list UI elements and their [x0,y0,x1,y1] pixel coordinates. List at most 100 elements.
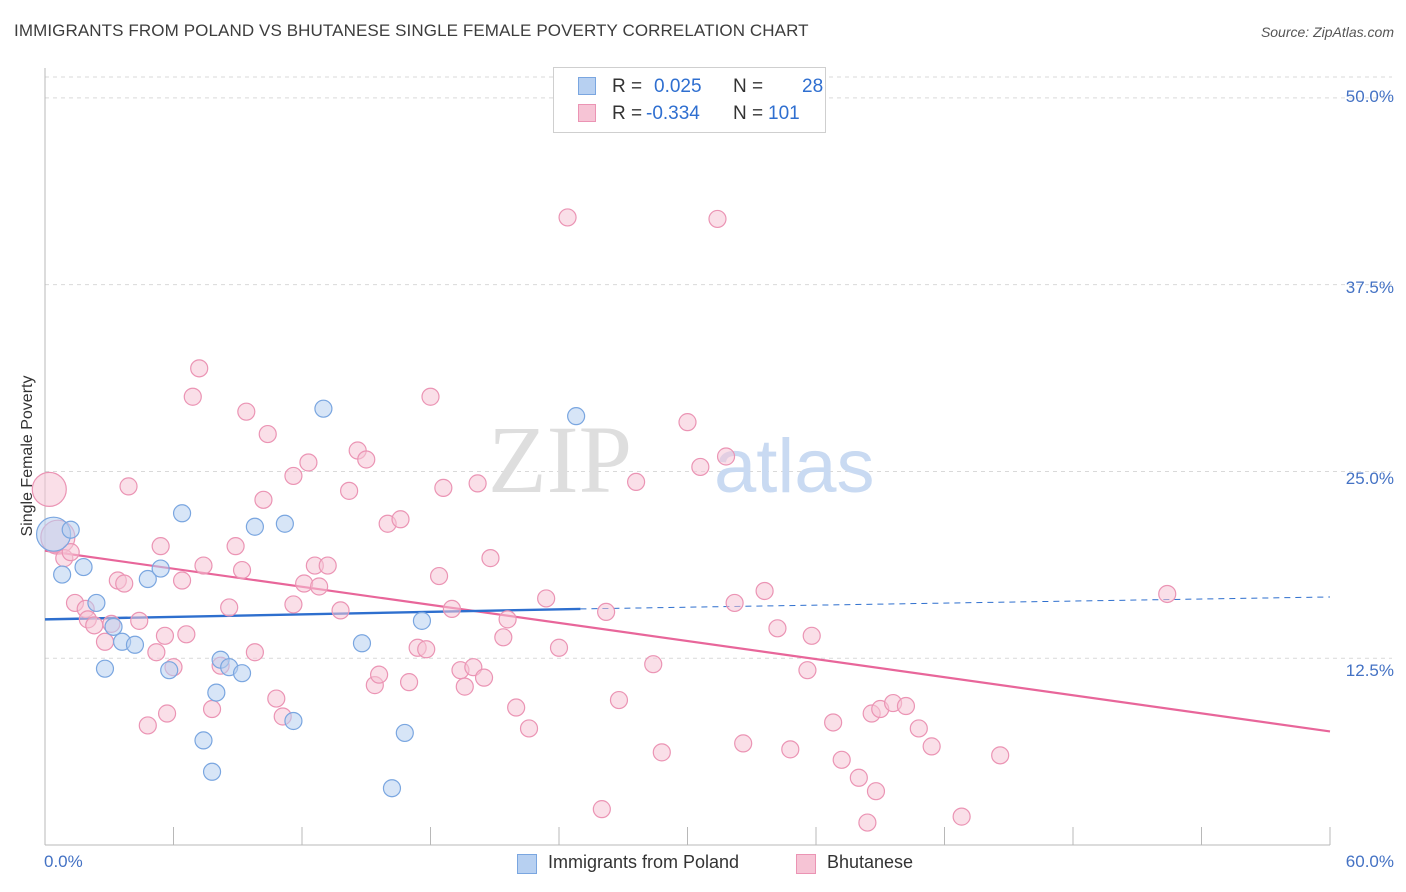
bhutanese-point [226,537,245,556]
bhutanese-point [331,601,350,620]
poland-point [395,723,414,743]
bhutanese-point [85,616,104,635]
bhutanese-point [468,474,487,493]
legend-swatch-blue [517,854,537,874]
bhutanese-point [768,619,787,638]
bhutanese-point [798,661,817,680]
bhutanese-point [190,359,209,378]
bhutanese-point [245,643,264,662]
poland-point [245,517,264,536]
bhutanese-point [284,595,303,614]
bhutanese-point [734,734,753,753]
poland-point [151,559,170,578]
bhutanese-point [1158,584,1177,604]
bhutanese-point [232,560,252,580]
legend-n-value: 28 [802,76,824,97]
bhutanese-point [824,713,843,732]
bhutanese-point [258,424,277,444]
bhutanese-point [202,699,222,719]
poland-point [138,569,157,589]
legend-n-value: 101 [768,103,800,124]
legend-swatch-blue [578,77,596,95]
bhutanese-point [507,698,526,717]
bhutanese-point [340,481,359,500]
bhutanese-point [310,577,329,596]
bhutanese-point [267,689,286,708]
bhutanese-point [781,740,800,759]
watermark-atlas: atlas [714,424,875,509]
bhutanese-point [832,750,851,769]
bhutanese-point [708,209,727,229]
bhutanese-point [802,626,821,645]
poland-point [314,399,333,418]
poland-points [35,399,586,798]
legend-n-label: N = [733,103,764,124]
bhutanese-point [474,668,494,687]
poland-point [87,593,106,613]
y-tick-label: 12.5% [1345,661,1394,680]
y-tick-label: 50.0% [1345,87,1394,106]
bhutanese-point [31,471,67,507]
bhutanese-point [157,704,177,723]
bhutanese-point [421,387,440,406]
chart-title: IMMIGRANTS FROM POLAND VS BHUTANESE SING… [14,21,809,40]
bhutanese-point [138,716,157,735]
bhutanese-point [519,719,539,738]
bhutanese-point [295,574,314,593]
poland-trend-extension [580,596,1331,610]
poland-point [53,565,72,584]
bhutanese-point [177,625,196,644]
legend-label-poland: Immigrants from Poland [548,852,740,872]
bhutanese-point [442,599,462,619]
bhutanese-point [417,640,436,659]
bhutanese-point [725,593,744,613]
legend-r-label: R = [612,103,643,124]
poland-point [95,659,115,678]
bhutanese-point [481,549,500,568]
legend-label-bhutanese: Bhutanese [827,852,914,872]
bhutanese-point [95,632,115,651]
bhutanese-point [147,643,166,662]
bhutanese-point [172,571,192,590]
bhutanese-point [896,696,916,716]
bhutanese-point [755,581,774,601]
bhutanese-point [115,574,134,593]
legend-swatch-pink [578,104,596,122]
x-tick-label-max: 60.0% [1345,852,1394,871]
bhutanese-point [61,543,80,562]
bhutanese-point [644,655,663,674]
bhutanese-point [399,673,419,692]
bhutanese-point [455,677,474,696]
watermark: ZIP atlas [488,406,875,513]
bhutanese-point [284,466,303,486]
y-axis-label: Single Female Poverty [19,375,36,537]
bhutanese-point [194,556,213,575]
poland-point [232,664,252,683]
poland-point [382,779,402,798]
bhutanese-point [558,208,577,227]
bhutanese-point [318,556,337,575]
bhutanese-point [434,478,453,497]
bhutanese-point [429,566,449,586]
bhutanese-point [849,768,868,787]
x-tick-label-min: 0.0% [44,852,83,871]
bhutanese-point [597,602,616,622]
poland-point [207,683,226,702]
legend-swatch-pink [796,854,816,874]
legend-r-label: R = [612,76,643,97]
bhutanese-point [537,589,556,608]
legend-r-value: 0.025 [654,76,702,97]
poland-point [412,611,432,630]
bhutanese-point [391,510,410,529]
bhutanese-point [183,387,202,406]
stats-legend: R = 0.025 N = 28 R = -0.334 N = 101 [553,67,826,133]
poland-point [194,731,213,750]
bhutanese-point [549,638,569,657]
bhutanese-point [155,626,175,645]
bhutanese-point [220,598,239,617]
bhutanese-point [716,447,736,466]
axes [44,68,1331,846]
poland-point [567,407,586,426]
bhutanese-point [130,611,149,630]
poland-point [172,504,192,523]
